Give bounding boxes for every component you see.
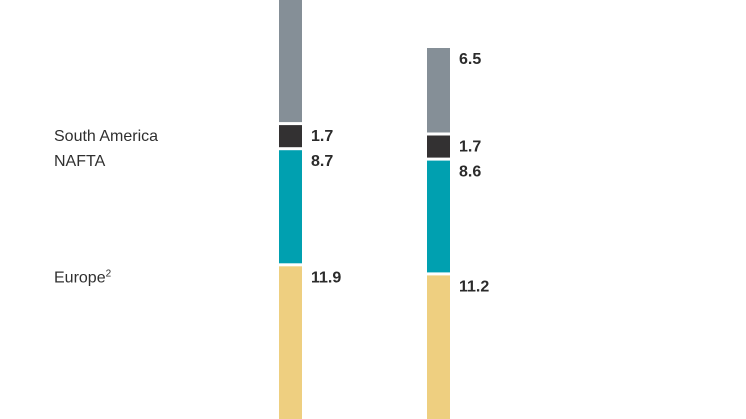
bar-segment-europe-1 [279,266,302,419]
value-label-nafta-1: 8.7 [311,153,333,170]
bar-segment-nafta-1 [279,150,302,264]
value-label-europe-1: 11.9 [311,269,341,286]
bar-segment-south-korea-2 [427,48,450,133]
series-label-nafta: NAFTA [54,153,106,170]
value-label-nafta-2: 8.6 [459,164,481,181]
bar-segment-south-america-2 [427,135,450,158]
bars-layer [279,0,450,419]
value-label-south-america-2: 1.7 [459,139,481,156]
bar-segment-nafta-2 [427,160,450,273]
value-label-europe-2: 11.2 [459,278,489,295]
series-label-south-korea: South Korea [54,0,143,4]
series-label-europe: Europe2 [54,268,112,286]
bar-segment-europe-2 [427,275,450,419]
value-label-south-america-1: 1.7 [311,128,333,145]
category-labels-layer: Europe2 NAFTA South America South Korea [54,0,158,286]
value-labels-layer: 11.9 8.7 1.7 11.2 8.6 1.7 6.5 [311,51,489,295]
value-label-south-korea-2: 6.5 [459,51,481,68]
series-label-south-america: South America [54,128,158,145]
bar-segment-south-korea-1 [279,0,302,123]
bar-segment-south-america-1 [279,125,302,148]
